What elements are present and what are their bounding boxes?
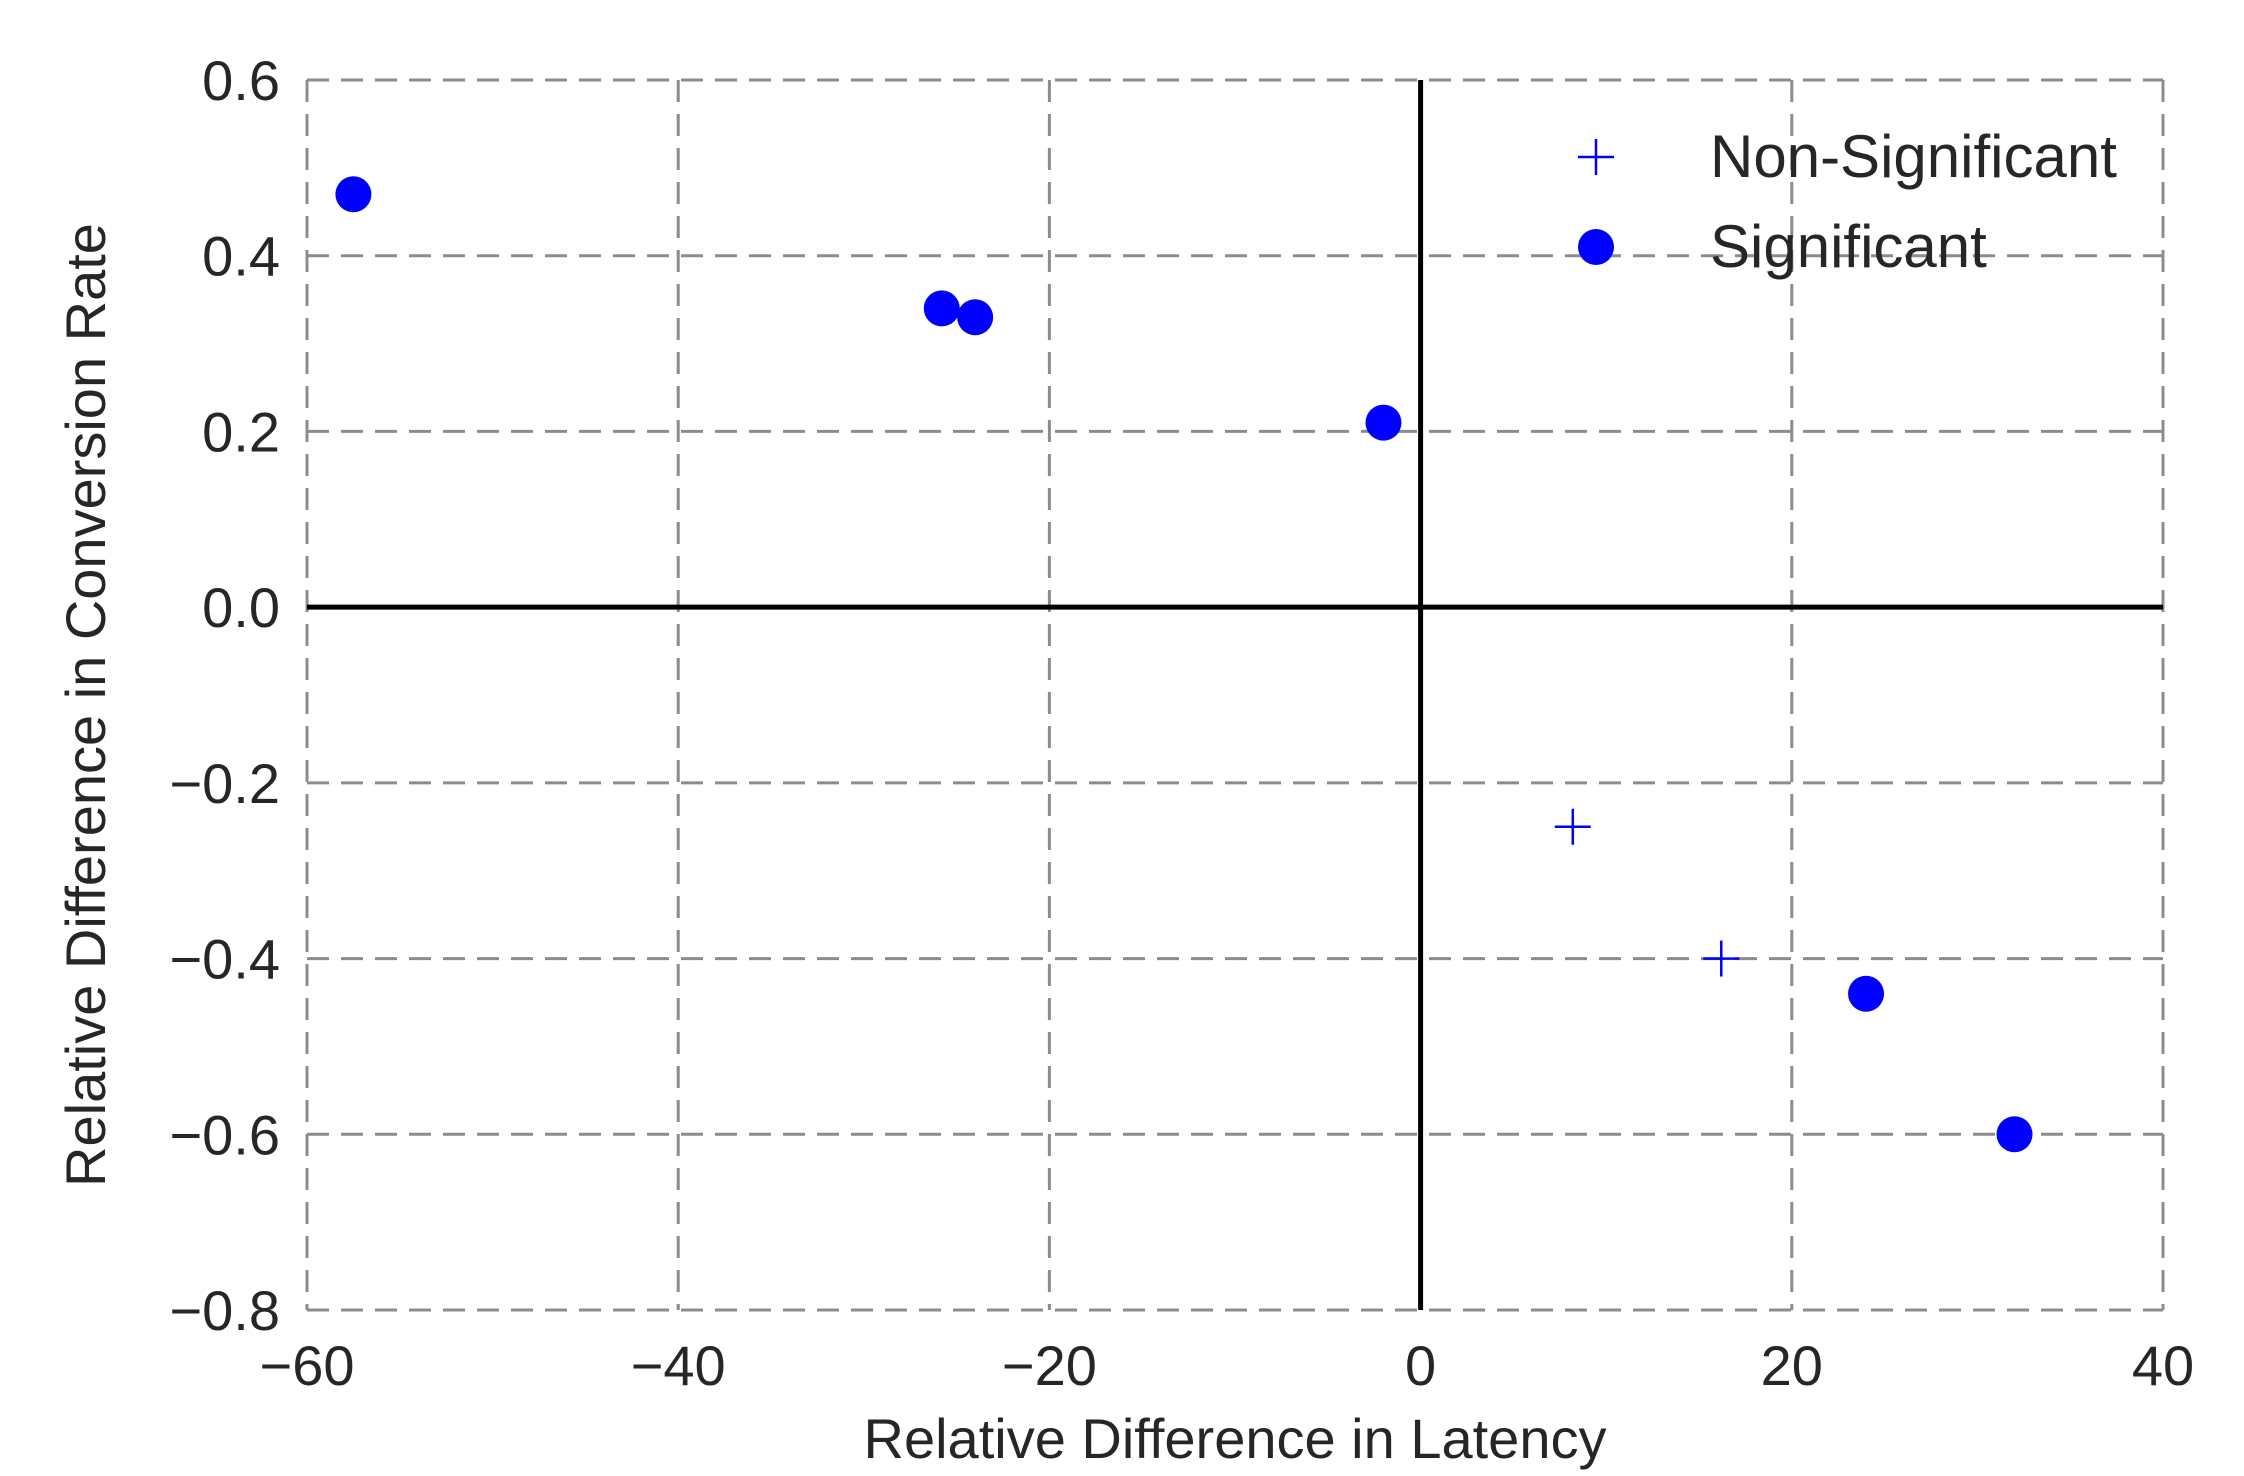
significant-point bbox=[923, 290, 960, 327]
x-axis-label: Relative Difference in Latency bbox=[864, 1407, 1607, 1470]
x-tick-label: −20 bbox=[1002, 1334, 1097, 1397]
significant-point bbox=[335, 176, 372, 213]
y-tick-label: −0.6 bbox=[169, 1103, 280, 1166]
y-tick-label: −0.2 bbox=[169, 752, 280, 815]
significant-point bbox=[1996, 1116, 2033, 1153]
y-axis-label: Relative Difference in Conversion Rate bbox=[54, 223, 117, 1187]
y-tick-labels: −0.8 −0.6 −0.4 −0.2 0.0 0.2 0.4 0.6 bbox=[169, 49, 280, 1342]
y-tick-label: 0.4 bbox=[202, 225, 280, 288]
y-tick-label: 0.6 bbox=[202, 49, 280, 112]
x-tick-label: 40 bbox=[2132, 1334, 2194, 1397]
non-significant-point bbox=[1703, 940, 1740, 977]
legend-plus-marker bbox=[1578, 139, 1614, 175]
y-tick-label: 0.0 bbox=[202, 576, 280, 639]
x-tick-label: −60 bbox=[260, 1334, 355, 1397]
x-tick-labels: −60 −40 −20 0 20 40 bbox=[260, 1334, 2195, 1397]
y-tick-label: 0.2 bbox=[202, 400, 280, 463]
legend: Non-Significant Significant bbox=[1578, 123, 2117, 280]
data-points bbox=[335, 176, 2033, 1153]
non-significant-point bbox=[1554, 808, 1591, 845]
y-tick-label: −0.4 bbox=[169, 928, 280, 991]
x-tick-label: 20 bbox=[1761, 1334, 1823, 1397]
reference-lines bbox=[307, 80, 2163, 1310]
significant-point bbox=[1848, 975, 1885, 1012]
y-tick-label: −0.8 bbox=[169, 1279, 280, 1342]
x-tick-label: 0 bbox=[1405, 1334, 1436, 1397]
x-tick-label: −40 bbox=[631, 1334, 726, 1397]
legend-item: Significant bbox=[1578, 213, 1987, 280]
legend-label: Significant bbox=[1710, 213, 1987, 280]
significant-point bbox=[1365, 404, 1402, 441]
legend-circle-marker bbox=[1578, 229, 1614, 265]
legend-item: Non-Significant bbox=[1578, 123, 2117, 190]
legend-label: Non-Significant bbox=[1710, 123, 2117, 190]
significant-point bbox=[957, 299, 994, 336]
